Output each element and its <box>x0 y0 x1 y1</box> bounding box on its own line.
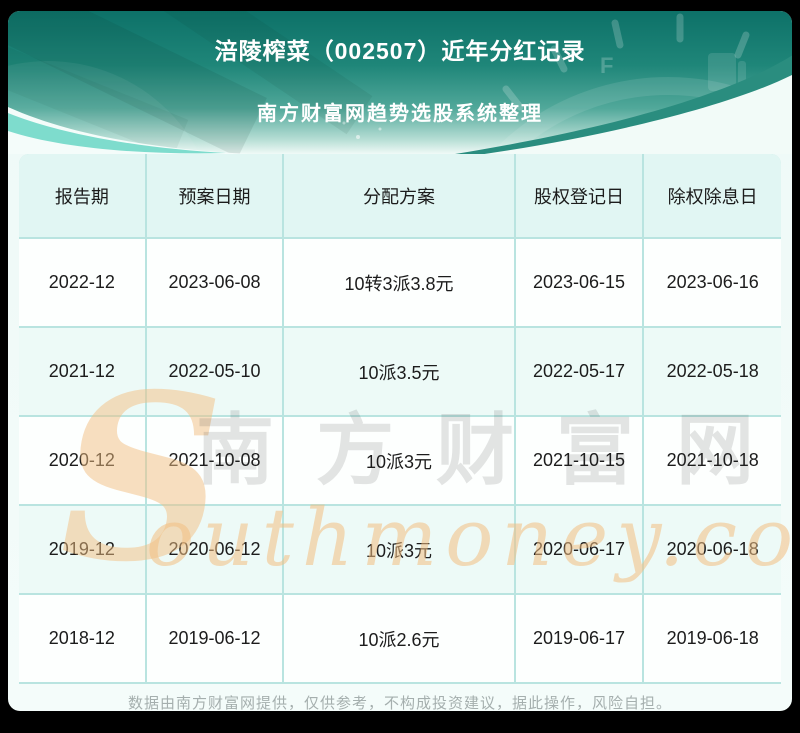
table-cell: 2020-06-12 <box>146 506 283 593</box>
table-cell: 2019-06-17 <box>515 595 643 682</box>
table-cell: 10派3元 <box>284 506 514 593</box>
tools-silhouette-decoration <box>8 11 373 154</box>
table-cell: 2019-12 <box>19 506 145 593</box>
column-header-record-date: 股权登记日 <box>515 154 643 237</box>
gauge-f-label: F <box>600 53 613 78</box>
table-cell: 10派2.6元 <box>284 595 514 682</box>
table-cell: 2023-06-15 <box>515 239 643 326</box>
table-cell: 2018-12 <box>19 595 145 682</box>
table-cell: 2022-05-17 <box>515 328 643 415</box>
page-title: 涪陵榨菜（002507）近年分红记录 <box>214 38 586 64</box>
content-card: F 涪陵榨菜（002507）近年分红记录 南方财富网趋势选股系统整理 <box>8 11 792 711</box>
swoosh-bottom-right <box>453 55 792 154</box>
table-cell: 2019-06-12 <box>146 595 283 682</box>
table-cell: 10派3.5元 <box>284 328 514 415</box>
column-header-ex-dividend-date: 除权除息日 <box>644 154 781 237</box>
table-cell: 2019-06-18 <box>644 595 781 682</box>
table-cell: 2022-05-18 <box>644 328 781 415</box>
page-subtitle: 南方财富网趋势选股系统整理 <box>257 103 543 125</box>
table-cell: 2021-12 <box>19 328 145 415</box>
table-cell: 2021-10-18 <box>644 417 781 504</box>
table-cell: 2020-06-18 <box>644 506 781 593</box>
disclaimer-text: 数据由南方财富网提供，仅供参考，不构成投资建议，据此操作，风险自担。 <box>127 695 672 711</box>
dividend-table: 报告期 预案日期 分配方案 股权登记日 除权除息日 2022-12 2023-0… <box>19 154 781 684</box>
column-header-plan-scheme: 分配方案 <box>284 154 514 237</box>
swoosh-bottom-left <box>8 107 251 154</box>
table-cell: 2021-10-08 <box>146 417 283 504</box>
table-cell: 2020-06-17 <box>515 506 643 593</box>
column-header-plan-date: 预案日期 <box>146 154 283 237</box>
table-cell: 2022-05-10 <box>146 328 283 415</box>
table-cell: 2023-06-08 <box>146 239 283 326</box>
table-cell: 10转3派3.8元 <box>284 239 514 326</box>
table-cell: 2020-12 <box>19 417 145 504</box>
table-cell: 2023-06-16 <box>644 239 781 326</box>
hero-header: F 涪陵榨菜（002507）近年分红记录 南方财富网趋势选股系统整理 <box>8 11 792 154</box>
table-cell: 10派3元 <box>284 417 514 504</box>
column-header-report-period: 报告期 <box>19 154 145 237</box>
hero-background-decoration: F <box>8 11 792 154</box>
table-cell: 2022-12 <box>19 239 145 326</box>
table-cell: 2021-10-15 <box>515 417 643 504</box>
